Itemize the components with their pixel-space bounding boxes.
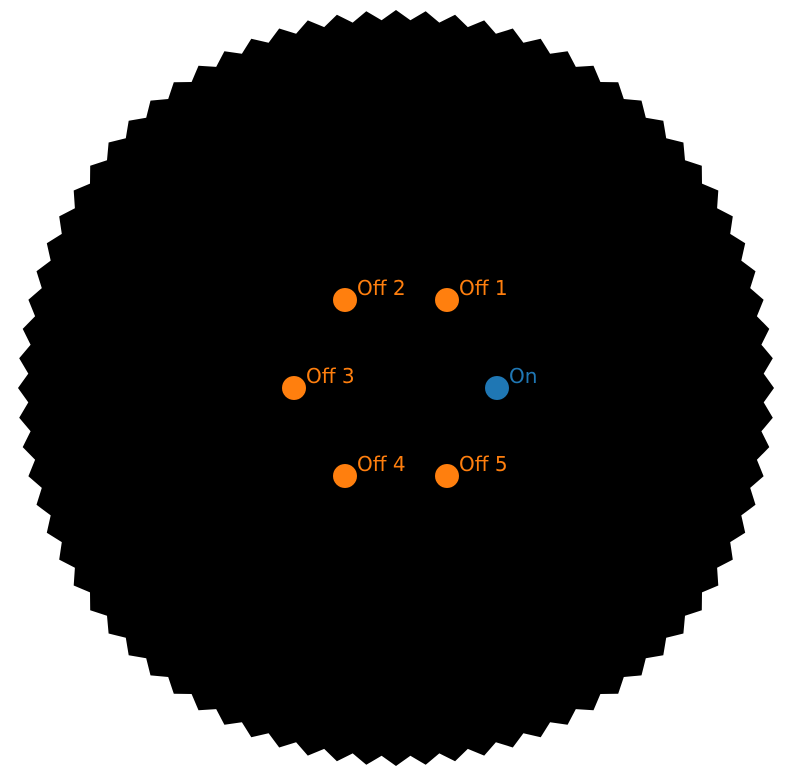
pointing-label-on: On bbox=[509, 364, 537, 388]
pointing-off-2: Off 2 bbox=[333, 276, 406, 312]
pointing-marker-off-4 bbox=[333, 464, 357, 488]
pointing-off-5: Off 5 bbox=[435, 452, 508, 488]
pointing-marker-on bbox=[485, 376, 509, 400]
pointing-on: On bbox=[485, 364, 537, 400]
pointing-label-off-3: Off 3 bbox=[306, 364, 355, 388]
pointing-label-off-4: Off 4 bbox=[357, 452, 406, 476]
hexagonal-pixel-region bbox=[18, 10, 774, 766]
pointing-label-off-2: Off 2 bbox=[357, 276, 406, 300]
pointing-marker-off-3 bbox=[282, 376, 306, 400]
pointing-off-3: Off 3 bbox=[282, 364, 355, 400]
pointing-marker-off-1 bbox=[435, 288, 459, 312]
pointing-positions: On Off 1 Off 2 Off 3 Off 4 Off 5 bbox=[282, 276, 537, 488]
pointing-label-off-1: Off 1 bbox=[459, 276, 508, 300]
pointing-marker-off-5 bbox=[435, 464, 459, 488]
pointing-off-1: Off 1 bbox=[435, 276, 508, 312]
pointing-label-off-5: Off 5 bbox=[459, 452, 508, 476]
pointing-marker-off-2 bbox=[333, 288, 357, 312]
pointing-off-4: Off 4 bbox=[333, 452, 406, 488]
